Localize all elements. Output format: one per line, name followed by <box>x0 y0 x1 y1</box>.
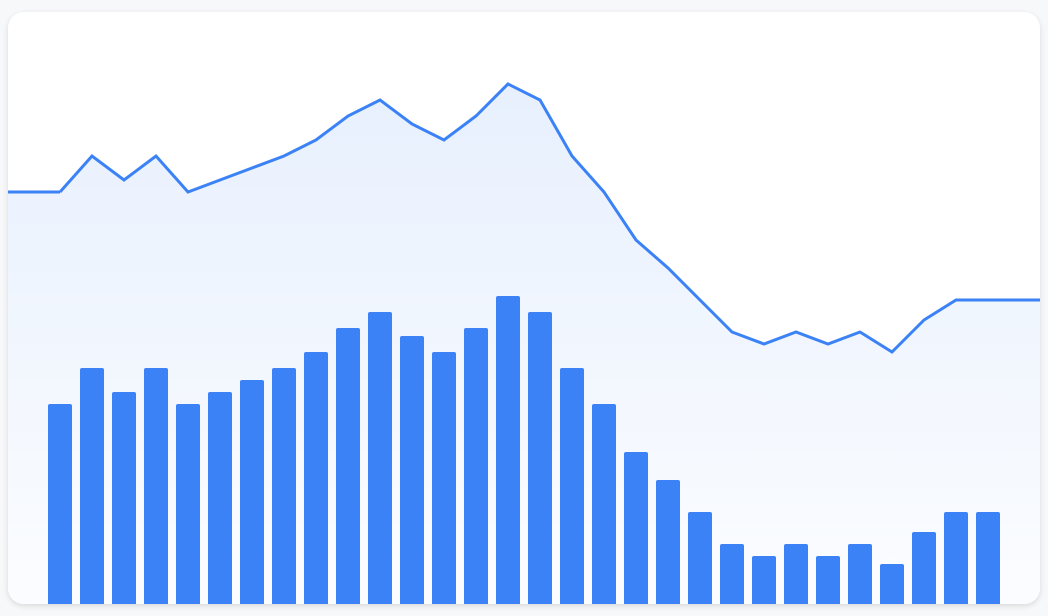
bar <box>176 404 200 604</box>
bar <box>240 380 264 604</box>
bar <box>656 480 680 604</box>
bar <box>48 404 72 604</box>
bar <box>720 544 744 604</box>
bar <box>624 452 648 604</box>
bar <box>944 512 968 604</box>
bar <box>496 296 520 604</box>
bar <box>880 564 904 604</box>
bar <box>816 556 840 604</box>
bar <box>208 392 232 604</box>
line <box>58 82 988 354</box>
bar <box>432 352 456 604</box>
bar <box>912 532 936 604</box>
bar <box>528 312 552 604</box>
bar <box>304 352 328 604</box>
bar <box>80 368 104 604</box>
bar <box>752 556 776 604</box>
bar <box>336 328 360 604</box>
bar <box>144 368 168 604</box>
bar <box>688 512 712 604</box>
bar <box>112 392 136 604</box>
bar <box>784 544 808 604</box>
bar <box>976 512 1000 604</box>
bar <box>560 368 584 604</box>
bar <box>848 544 872 604</box>
bar <box>368 312 392 604</box>
bar <box>400 336 424 604</box>
plot <box>8 82 1040 604</box>
bar <box>592 404 616 604</box>
bar <box>272 368 296 604</box>
bar <box>464 328 488 604</box>
area-fill <box>8 84 1040 604</box>
